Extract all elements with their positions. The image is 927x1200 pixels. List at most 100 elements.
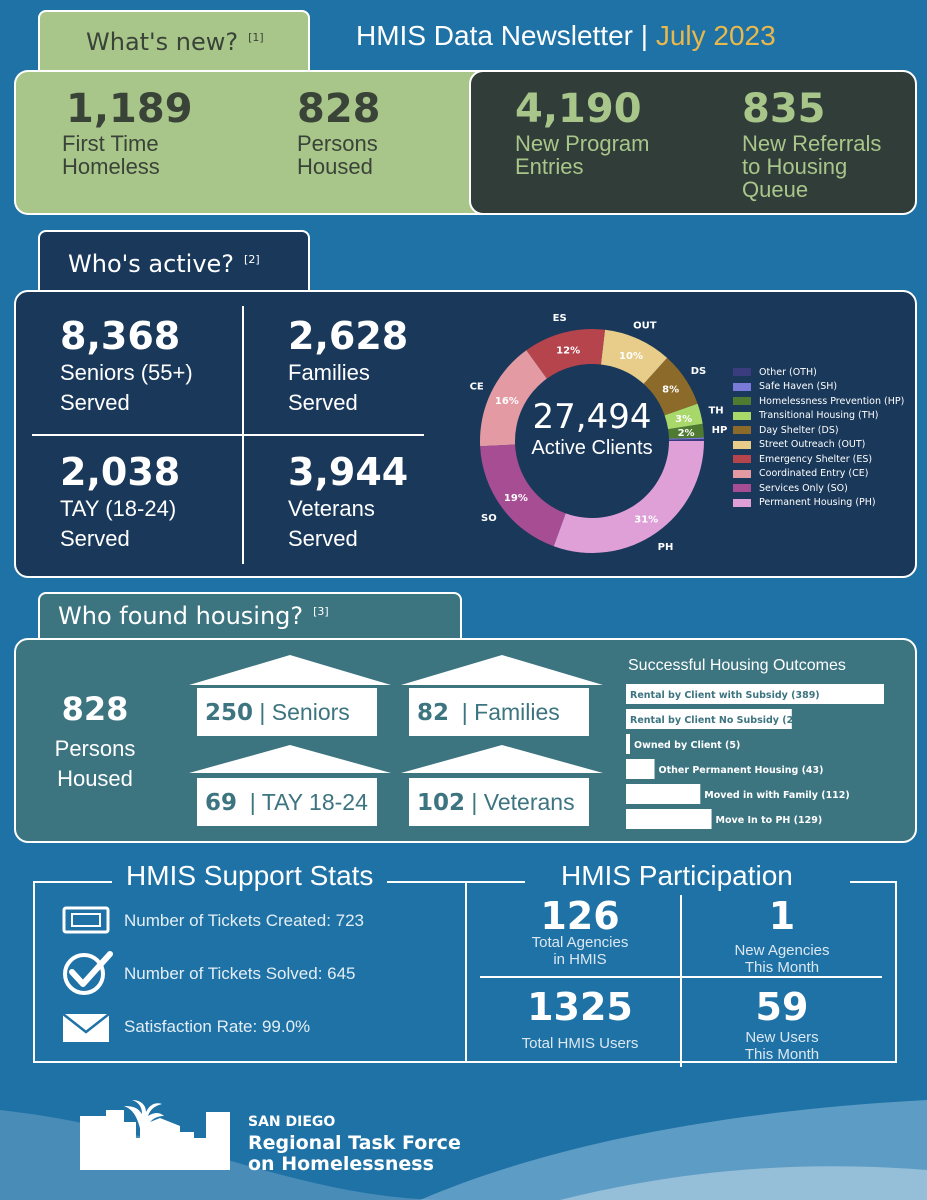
participation-new-agencies: 1 New Agencies This Month <box>682 894 882 976</box>
support-tickets-created: Number of Tickets Created: 723 <box>124 911 365 930</box>
stat-value: 3,944 <box>288 450 409 494</box>
outcome-label: Move In to PH (129) <box>716 815 823 826</box>
legend-label: Coordinated Entry (CE) <box>759 468 869 480</box>
donut-slice-sh <box>668 437 704 440</box>
donut-category-label: TH <box>708 406 723 417</box>
stat-label-1: Veterans <box>288 496 375 521</box>
stat-label-1: Families <box>288 360 370 385</box>
whos-active-tab: Who's active? [2] <box>38 230 310 294</box>
participation-label-2: This Month <box>744 959 820 976</box>
outcomes-title: Successful Housing Outcomes <box>628 657 846 674</box>
house-families: 82 | Families <box>409 688 589 736</box>
legend-label: Transitional Housing (TH) <box>759 410 879 422</box>
legend-item: Services Only (SO) <box>733 481 904 496</box>
outcome-label: Rental by Client with Subsidy (389) <box>630 690 820 701</box>
legend-item: Permanent Housing (PH) <box>733 496 904 511</box>
donut-category-label: PH <box>658 542 674 553</box>
legend-label: Emergency Shelter (ES) <box>759 453 873 465</box>
stat-families: 2,628 Families Served <box>288 314 408 418</box>
donut-category-label: SO <box>481 513 497 524</box>
donut-category-label: HP <box>712 425 728 436</box>
support-tickets-solved: Number of Tickets Solved: 645 <box>124 964 356 983</box>
stat-value: 8,368 <box>60 314 181 358</box>
stat-value: 1,189 <box>66 86 193 132</box>
outcome-bar <box>626 709 792 729</box>
stat-label-2: Entries <box>515 154 584 179</box>
whats-new-tab: What's new? [1] <box>38 10 310 72</box>
housing-total-value: 828 <box>61 690 129 728</box>
donut-slice-ds <box>643 357 698 416</box>
logo-line2: Regional Task Force <box>248 1132 461 1154</box>
stat-persons-housed: 828 Persons Housed <box>297 86 381 178</box>
support-satisfaction: Satisfaction Rate: 99.0% <box>124 1017 311 1036</box>
donut-slice-oth <box>668 438 704 441</box>
stat-label-1: New Program <box>515 131 650 156</box>
house-value: 250 <box>205 700 254 726</box>
whats-new-label: What's new? <box>86 28 239 56</box>
donut-value-label: 16% <box>495 396 519 407</box>
legend-swatch <box>733 498 751 507</box>
page-title: HMIS Data Newsletter | July 2023 <box>356 20 776 52</box>
donut-value-label: 8% <box>662 385 679 396</box>
house-roofs <box>189 655 603 773</box>
stat-value: 2,628 <box>288 314 409 358</box>
stat-label-1: New Referrals <box>742 131 882 156</box>
donut-value-label: 10% <box>619 351 643 362</box>
housing-total-line2: Housed <box>57 766 133 791</box>
legend-item: Street Outreach (OUT) <box>733 438 904 453</box>
outcome-bar <box>626 734 630 754</box>
donut-slice-hp <box>668 423 704 439</box>
legend-swatch <box>733 484 751 493</box>
house-label: Seniors <box>271 699 350 725</box>
legend-label: Day Shelter (DS) <box>759 424 839 436</box>
donut-category-label: DS <box>691 366 707 377</box>
checkmark-icon <box>63 951 113 995</box>
stat-label-1: TAY (18-24) <box>60 496 177 521</box>
legend-label: Safe Haven (SH) <box>759 381 838 393</box>
house-label: Veterans <box>483 789 575 815</box>
roof-veterans <box>401 745 603 773</box>
envelope-icon <box>62 1013 110 1042</box>
legend-swatch <box>733 440 751 449</box>
donut-category-label: ES <box>553 313 567 324</box>
donut-value-label: 2% <box>678 428 695 439</box>
house-label: TAY 18-24 <box>261 789 368 815</box>
footnote-1: [1] <box>248 31 264 44</box>
outcome-label: Rental by Client No Subsidy (25 <box>630 715 800 726</box>
participation-value: 126 <box>540 894 620 938</box>
stat-veterans: 3,944 Veterans Served <box>288 450 408 554</box>
housing-total: 828 Persons Housed <box>40 690 150 794</box>
legend-swatch <box>733 469 751 478</box>
stat-value: 4,190 <box>515 86 642 132</box>
roof-families <box>401 655 603 685</box>
stat-label-2: Housed <box>297 154 373 179</box>
house-value: 102 <box>417 790 466 816</box>
stat-label-3: Queue <box>742 177 809 202</box>
whats-new-panel-right <box>469 70 917 215</box>
donut-center-value: 27,494 <box>533 397 652 437</box>
house-veterans: 102 | Veterans <box>409 778 589 826</box>
participation-total-agencies: 126 Total Agencies in HMIS <box>480 894 680 968</box>
outcome-bar <box>626 759 655 779</box>
donut-value-label: 19% <box>504 493 528 504</box>
legend-label: Permanent Housing (PH) <box>759 497 876 509</box>
stat-value: 835 <box>742 86 826 132</box>
house-seniors: 250 | Seniors <box>197 688 377 736</box>
newsletter-month: July 2023 <box>655 20 776 51</box>
legend-item: Coordinated Entry (CE) <box>733 467 904 482</box>
stat-new-program-entries: 4,190 New Program Entries <box>515 86 649 178</box>
roof-tay <box>189 745 391 773</box>
footnote-3: [3] <box>313 605 329 618</box>
legend-swatch <box>733 455 751 464</box>
legend-swatch <box>733 426 751 435</box>
legend-item: Day Shelter (DS) <box>733 423 904 438</box>
rtfh-logo-text: SAN DIEGO Regional Task Force on Homeles… <box>248 1112 461 1175</box>
donut-category-label: OUT <box>633 320 657 331</box>
stat-label-1: First Time <box>62 131 159 156</box>
legend-label: Other (OTH) <box>759 366 817 378</box>
participation-divider-vertical <box>680 895 682 1067</box>
support-title: HMIS Support Stats <box>112 860 388 892</box>
participation-top-line-left <box>465 881 525 883</box>
support-stats-box <box>33 882 467 1063</box>
legend-swatch <box>733 382 751 391</box>
